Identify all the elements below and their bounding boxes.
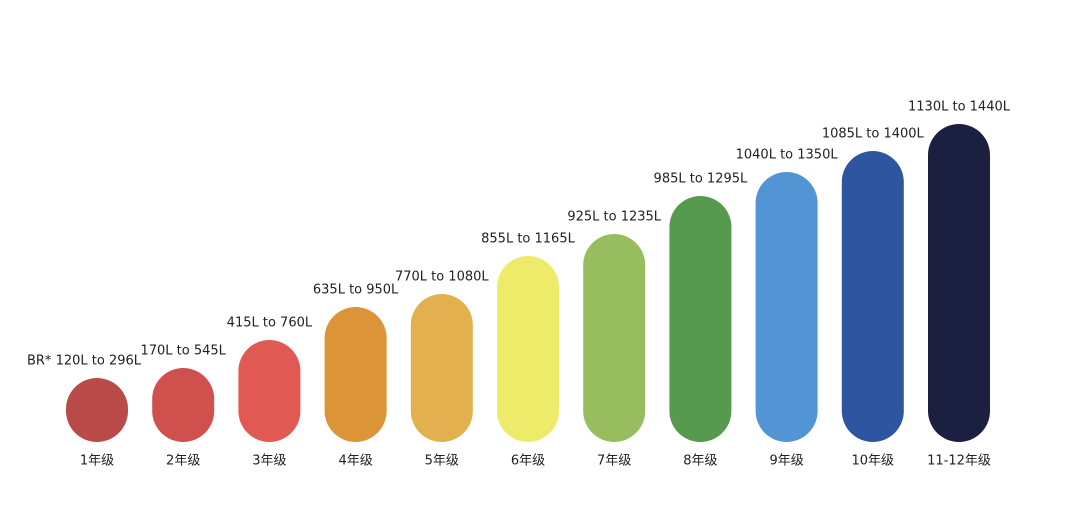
- range-label: 855L to 1165L: [481, 232, 575, 247]
- grade-label: 10年级: [852, 454, 895, 469]
- range-label: 1130L to 1440L: [908, 100, 1011, 115]
- range-label: 925L to 1235L: [567, 210, 661, 225]
- pill: [238, 340, 301, 442]
- pill: [755, 172, 818, 442]
- pill: [928, 124, 990, 442]
- pill: [497, 256, 559, 442]
- pill: [152, 368, 215, 442]
- range-label: 1085L to 1400L: [822, 127, 925, 142]
- pill: [583, 234, 646, 442]
- grade-label: 2年级: [166, 454, 200, 469]
- range-label: BR* 120L to 296L: [27, 354, 142, 369]
- range-label: 985L to 1295L: [654, 172, 748, 187]
- grade-label: 3年级: [252, 454, 286, 469]
- grade-label: 1年级: [80, 454, 114, 469]
- range-label: 170L to 545L: [140, 344, 226, 359]
- grade-label: 4年级: [338, 454, 372, 469]
- pill: [669, 196, 732, 442]
- pill: [66, 378, 128, 442]
- pill: [324, 307, 387, 442]
- range-label: 1040L to 1350L: [736, 148, 839, 163]
- range-label: 415L to 760L: [227, 316, 313, 331]
- grade-label: 8年级: [683, 454, 717, 469]
- grade-label: 5年级: [425, 454, 459, 469]
- grade-label: 7年级: [597, 454, 631, 469]
- grade-label: 9年级: [769, 454, 803, 469]
- range-label: 770L to 1080L: [395, 270, 489, 285]
- pill: [410, 294, 473, 442]
- pill: [841, 151, 904, 442]
- range-label: 635L to 950L: [313, 283, 399, 298]
- grade-label: 11-12年级: [927, 454, 991, 469]
- grade-label: 6年级: [511, 454, 545, 469]
